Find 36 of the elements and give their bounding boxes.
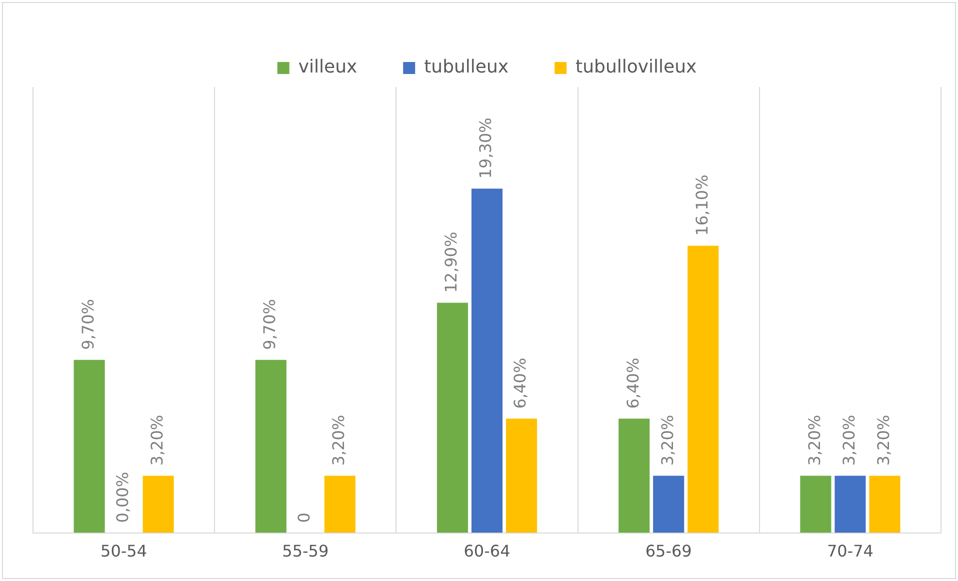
x-tick-label: 55-59 — [282, 542, 329, 561]
data-label: 3,20% — [874, 414, 893, 466]
data-label: 12,90% — [442, 232, 461, 293]
data-label: 9,70% — [260, 299, 280, 350]
legend-label: villeux — [298, 56, 358, 78]
bar — [506, 418, 538, 533]
data-label: 0 — [294, 512, 314, 523]
data-label: 6,40% — [623, 358, 642, 409]
bar — [618, 418, 650, 533]
bar — [653, 476, 684, 533]
legend-label: tubulleux — [424, 56, 509, 78]
bar — [255, 360, 286, 533]
data-label: 9,70% — [78, 299, 98, 350]
bar — [869, 476, 900, 533]
bar — [74, 360, 105, 533]
data-label: 3,20% — [658, 414, 677, 466]
x-tick-label: 60-64 — [464, 542, 510, 561]
bar — [471, 188, 503, 533]
bar — [834, 476, 866, 533]
bar — [142, 476, 174, 533]
legend-label: tubullovilleux — [576, 56, 698, 78]
data-label: 3,20% — [839, 414, 858, 466]
data-label: 3,20% — [804, 414, 824, 466]
data-label: 6,40% — [510, 358, 530, 409]
data-label: 3,20% — [329, 414, 348, 466]
x-tick-label: 50-54 — [100, 542, 148, 561]
x-tick-label: 65-69 — [645, 542, 692, 561]
bar — [800, 476, 832, 533]
data-label: 16,10% — [692, 174, 712, 236]
data-label: 0,00% — [112, 472, 132, 523]
bar — [688, 246, 719, 533]
bar — [324, 476, 356, 533]
x-tick-label: 70-74 — [826, 542, 874, 561]
data-label: 19,30% — [476, 118, 496, 179]
bar — [436, 302, 468, 533]
data-label: 3,20% — [147, 414, 166, 466]
